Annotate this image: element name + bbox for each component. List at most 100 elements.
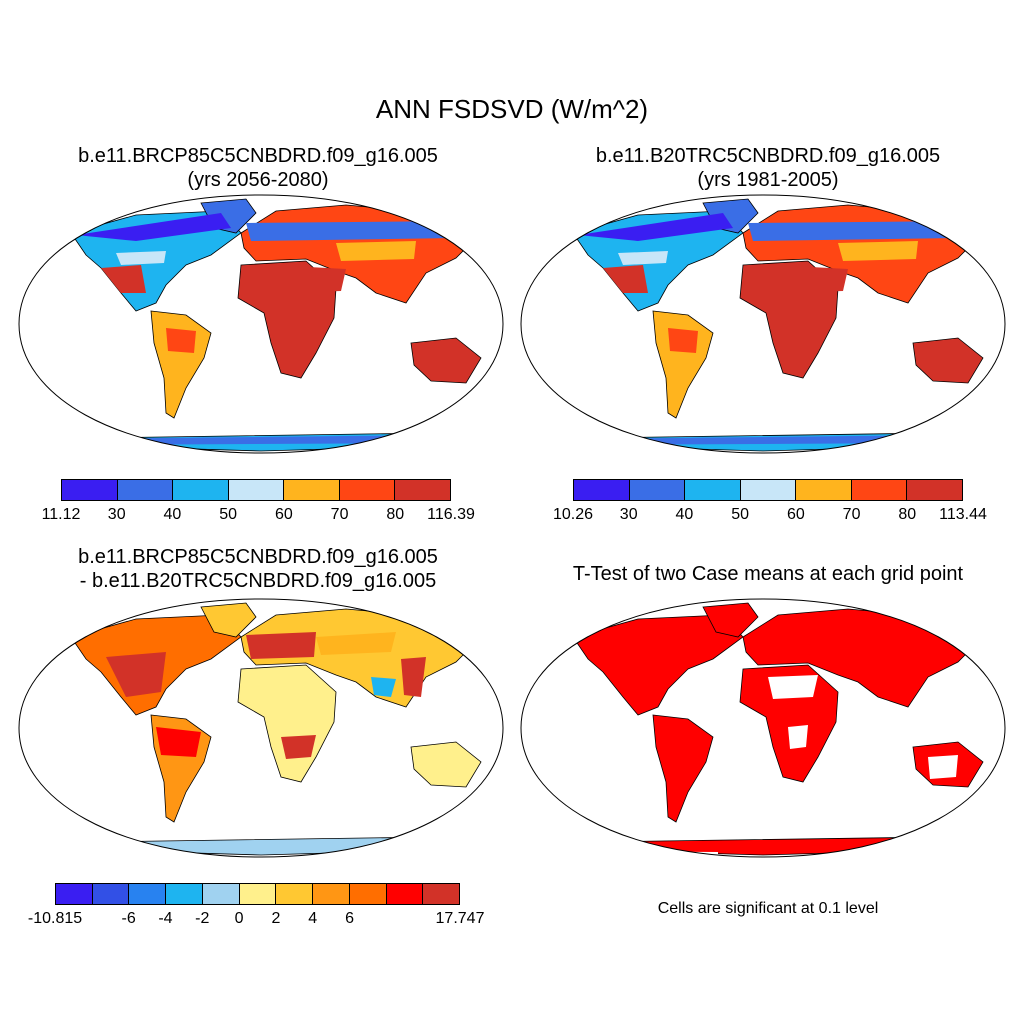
- colorbar-1-box: [228, 480, 285, 500]
- landmass-greenland: [702, 602, 759, 638]
- colorbar-3: [55, 883, 460, 905]
- colorbar-2-label: 40: [675, 506, 694, 523]
- field-region: [246, 632, 316, 659]
- colorbar-2-box: [740, 480, 797, 500]
- field-region: [71, 435, 446, 445]
- colorbar-3-box: [166, 884, 203, 904]
- colorbar-2-box: [629, 480, 686, 500]
- panel-1-title-line1: b.e11.BRCP85C5CNBDRD.f09_g16.005: [78, 145, 438, 167]
- colorbar-2-box: [796, 480, 852, 500]
- colorbar-1-label: 11.12: [41, 506, 81, 523]
- colorbar-2-label: 70: [842, 506, 861, 523]
- significance-note: Cells are significant at 0.1 level: [657, 900, 879, 917]
- map-historical: [520, 194, 1006, 454]
- colorbar-3-label: 2: [271, 910, 281, 927]
- colorbar-3-box: [129, 884, 167, 904]
- panel-2-title-line1: b.e11.B20TRC5CNBDRD.f09_g16.005: [595, 145, 941, 167]
- field-region: [838, 241, 918, 261]
- colorbar-2-label: 60: [786, 506, 805, 523]
- panel-1-title: b.e11.BRCP85C5CNBDRD.f09_g16.005 (yrs 20…: [18, 144, 498, 192]
- colorbar-2-box: [907, 480, 963, 500]
- colorbar-1-box: [62, 480, 118, 500]
- colorbar-3-label: 4: [308, 910, 318, 927]
- colorbar-3-label: -2: [195, 910, 210, 927]
- panel-1-title-line2: (yrs 2056-2080): [187, 169, 329, 191]
- landmass-africa: [237, 664, 337, 783]
- main-title: ANN FSDSVD (W/m^2): [375, 94, 649, 124]
- colorbar-1-label: 40: [163, 506, 182, 523]
- field-region: [106, 652, 166, 697]
- colorbar-1-box: [173, 480, 229, 500]
- map-rcp85: [18, 194, 504, 454]
- colorbar-1-label: 30: [107, 506, 126, 523]
- map-frame: [520, 598, 1006, 858]
- colorbar-1-box: [395, 480, 451, 500]
- field-region: [928, 755, 958, 779]
- panel-2-title-line2: (yrs 1981-2005): [697, 169, 839, 191]
- colorbar-3-labels: -10.815 -6 -4 -2 0 2 4 6 17.747: [28, 910, 485, 930]
- colorbar-1-box: [284, 480, 340, 500]
- colorbar-3-label: -4: [158, 910, 173, 927]
- colorbar-2-box: [851, 480, 908, 500]
- field-region: [101, 265, 146, 293]
- colorbar-3-box: [239, 884, 277, 904]
- landmass-southAmerica: [652, 310, 714, 419]
- colorbar-3-box: [202, 884, 240, 904]
- panel-2-title: b.e11.B20TRC5CNBDRD.f09_g16.005 (yrs 198…: [528, 144, 1008, 192]
- field-region: [166, 328, 196, 353]
- colorbar-2-box: [574, 480, 630, 500]
- landmass-australia: [912, 337, 984, 384]
- landmass-australia: [410, 741, 482, 788]
- colorbar-2-label: 10.26: [552, 506, 594, 523]
- colorbar-3-box: [349, 884, 387, 904]
- colorbar-2-labels: 10.26 30 40 50 60 70 80 113.44: [553, 506, 987, 526]
- field-region: [271, 265, 346, 293]
- colorbar-2-label: 80: [898, 506, 917, 523]
- colorbar-1-label: 60: [274, 506, 293, 523]
- field-region: [401, 657, 426, 697]
- landmass-australia: [410, 337, 482, 384]
- colorbar-3-label: 0: [234, 910, 244, 927]
- field-region: [371, 677, 396, 697]
- map-frame: [18, 598, 504, 858]
- landmass-greenland: [200, 602, 257, 638]
- map-ttest: [520, 598, 1006, 858]
- map-frame: [520, 194, 1006, 454]
- colorbar-3-label: -10.815: [27, 910, 83, 927]
- panel-3-title: b.e11.BRCP85C5CNBDRD.f09_g16.005 - b.e11…: [18, 545, 498, 593]
- colorbar-3-box: [56, 884, 93, 904]
- colorbar-1-box: [339, 480, 396, 500]
- colorbar-1-label: 80: [386, 506, 405, 523]
- field-region: [281, 735, 316, 759]
- colorbar-2-label: 50: [731, 506, 750, 523]
- colorbar-1-labels: 11.12 30 40 50 60 70 80 116.39: [42, 506, 475, 526]
- field-region: [246, 221, 466, 241]
- field-region: [76, 213, 231, 241]
- colorbar-3-label: -6: [121, 910, 136, 927]
- field-region: [156, 727, 201, 757]
- colorbar-3-box: [276, 884, 314, 904]
- field-region: [116, 251, 166, 265]
- field-region: [788, 725, 808, 749]
- colorbar-2-box: [685, 480, 741, 500]
- field-region: [316, 632, 396, 655]
- landmass-antarctica: [557, 836, 974, 856]
- field-region: [336, 241, 416, 261]
- colorbar-3-label: 17.747: [435, 910, 485, 927]
- colorbar-3-box: [313, 884, 350, 904]
- colorbar-1: [61, 479, 451, 501]
- field-region: [768, 675, 818, 699]
- colorbar-1-label: 70: [330, 506, 349, 523]
- panel-3-title-line2: - b.e11.B20TRC5CNBDRD.f09_g16.005: [79, 570, 437, 592]
- colorbar-1-label: 116.39: [427, 506, 475, 523]
- map-difference: [18, 598, 504, 858]
- panel-4-title-line1: T-Test of two Case means at each grid po…: [572, 563, 964, 585]
- landmass-southAmerica: [150, 310, 212, 419]
- field-region: [668, 328, 698, 353]
- colorbar-3-label: 6: [345, 910, 354, 927]
- field-region: [578, 213, 733, 241]
- colorbar-3-box: [386, 884, 424, 904]
- colorbar-1-label: 50: [219, 506, 238, 523]
- colorbar-2: [573, 479, 963, 501]
- landmass-southAmerica: [652, 714, 714, 823]
